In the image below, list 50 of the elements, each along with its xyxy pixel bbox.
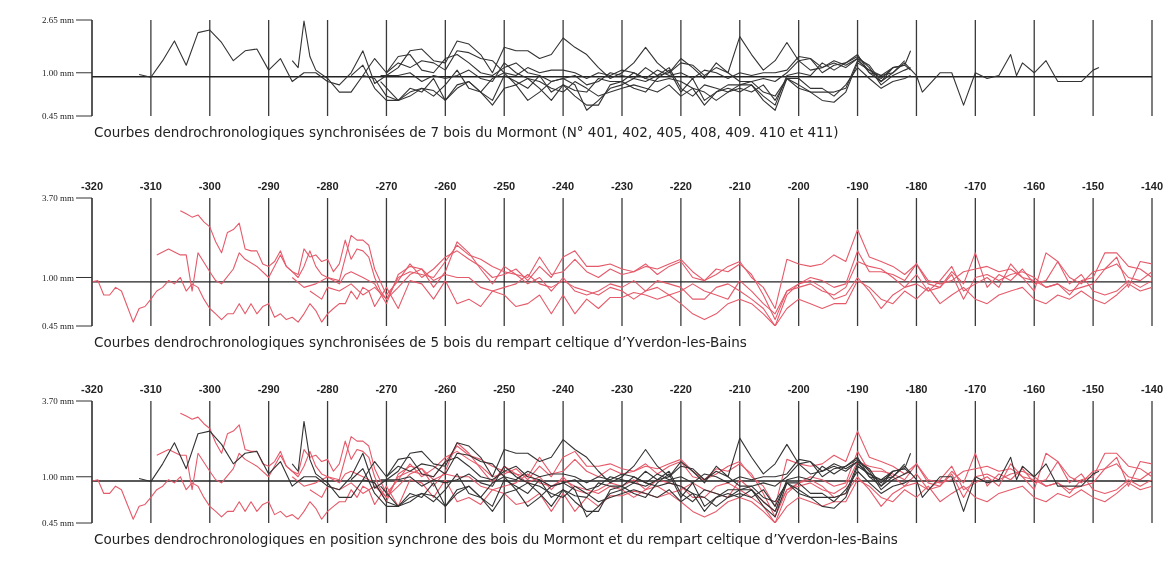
x-tick-label: -300 <box>198 180 221 192</box>
y-tick-label: 2.65 mm <box>41 15 74 26</box>
x-tick-label: -310 <box>139 383 162 395</box>
x-tick-label: -300 <box>198 383 221 395</box>
text: Courbes dendrochronologiques synchronisées de 5 bois du rempart celtique d’Yverdon-les-Bains <box>93 333 748 352</box>
x-tick-label: -180 <box>905 383 928 395</box>
x-tick-label: -210 <box>728 180 751 192</box>
y-tick-label: 3.70 mm <box>41 396 74 407</box>
x-tick-label: -230 <box>610 180 634 192</box>
x-tick-label: -220 <box>669 383 692 395</box>
y-tick-label: 1.00 mm <box>41 67 74 78</box>
x-tick-label: -150 <box>1082 383 1105 395</box>
x-tick-label: -150 <box>1082 180 1105 192</box>
x-tick-label: -280 <box>316 180 339 192</box>
x-tick-label: -260 <box>434 180 457 192</box>
x-tick-label: -240 <box>552 383 575 395</box>
x-tick-label: -140 <box>1140 383 1164 395</box>
x-tick-label: -170 <box>964 180 987 192</box>
x-tick-label: -180 <box>905 180 928 192</box>
x-tick-label: -250 <box>493 180 516 192</box>
x-tick-label: -190 <box>846 180 869 192</box>
y-tick-label: 0.45 mm <box>41 518 74 529</box>
y-tick-label: 0.45 mm <box>41 111 74 122</box>
x-tick-label: -140 <box>1140 180 1164 192</box>
y-tick-label: 1.00 mm <box>41 272 74 283</box>
x-tick-label: -190 <box>846 383 869 395</box>
x-tick-label: -220 <box>669 180 692 192</box>
x-tick-label: -170 <box>964 383 987 395</box>
x-tick-label: -270 <box>375 383 398 395</box>
y-tick-label: 1.00 mm <box>41 471 74 482</box>
y-tick-label: 0.45 mm <box>41 321 74 332</box>
x-tick-label: -320 <box>80 383 104 395</box>
x-tick-label: -240 <box>552 180 575 192</box>
x-tick-label: -160 <box>1023 180 1046 192</box>
x-tick-label: -260 <box>434 383 457 395</box>
x-tick-label: -270 <box>375 180 398 192</box>
x-tick-label: -280 <box>316 383 339 395</box>
text: Courbes dendrochronologiques en position synchrone des bois du Mormont et du rempart celtique d’Yverdon-les-Bains <box>93 530 899 549</box>
x-tick-label: -200 <box>787 180 810 192</box>
x-tick-label: -290 <box>257 383 280 395</box>
x-tick-label: -290 <box>257 180 280 192</box>
x-tick-label: -230 <box>610 383 634 395</box>
x-tick-label: -160 <box>1023 383 1046 395</box>
x-tick-label: -210 <box>728 383 751 395</box>
x-tick-label: -200 <box>787 383 810 395</box>
x-tick-label: -310 <box>139 180 162 192</box>
y-tick-label: 3.70 mm <box>41 193 74 204</box>
x-tick-label: -250 <box>493 383 516 395</box>
x-tick-label: -320 <box>80 180 104 192</box>
text: Courbes dendrochronologiques synchronisées de 7 bois du Mormont (N° 401, 402, 405, 408, 409. 410 et 411) <box>93 123 840 142</box>
